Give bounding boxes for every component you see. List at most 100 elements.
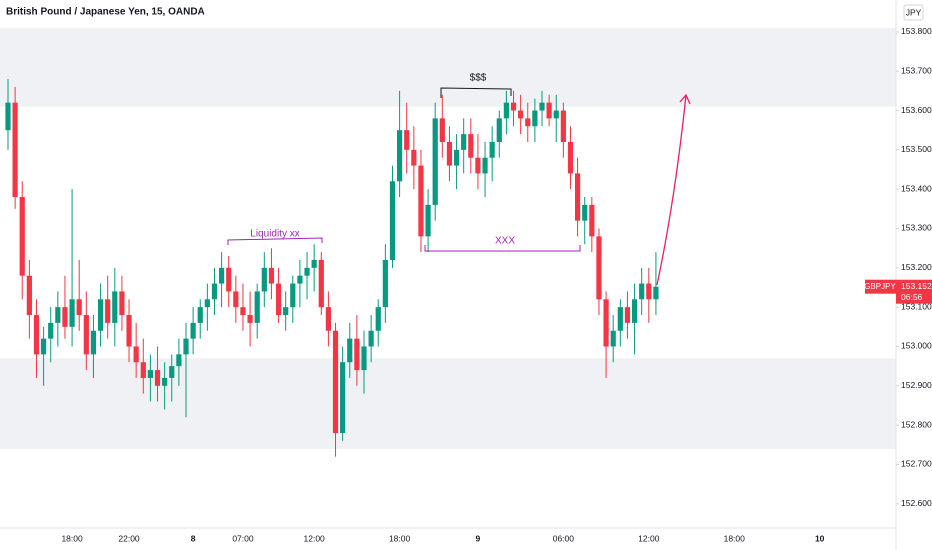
zone bbox=[0, 358, 896, 449]
candle-body bbox=[204, 299, 210, 308]
y-tick-label: 153.800 bbox=[901, 26, 932, 36]
x-tick-label: 12:00 bbox=[304, 533, 326, 543]
candle-body bbox=[525, 118, 531, 127]
x-tick-label: 9 bbox=[476, 533, 481, 543]
symbol-label: GBPJPY bbox=[864, 282, 896, 291]
candle-body bbox=[41, 338, 47, 355]
y-tick-label: 153.400 bbox=[901, 183, 932, 193]
last-price-box bbox=[865, 279, 896, 294]
candle-body bbox=[169, 366, 175, 378]
candle-body bbox=[254, 291, 260, 323]
highs-line bbox=[440, 87, 512, 98]
candle-body bbox=[425, 204, 431, 237]
lows-line bbox=[424, 245, 581, 252]
candle-body bbox=[240, 307, 246, 316]
candle-body bbox=[397, 130, 403, 182]
candle-body bbox=[532, 110, 538, 127]
candle-body bbox=[389, 181, 396, 260]
countdown-label: 06:56 bbox=[901, 292, 923, 302]
candle-body bbox=[368, 330, 374, 347]
candle-body bbox=[354, 338, 360, 371]
candle-body bbox=[453, 149, 460, 166]
candle-body bbox=[112, 291, 118, 323]
candle-body bbox=[190, 322, 196, 339]
x-tick-label: 07:00 bbox=[232, 533, 254, 543]
candle-body bbox=[510, 102, 517, 111]
candle-body bbox=[325, 307, 331, 331]
candle-body bbox=[496, 118, 502, 142]
candle-body bbox=[97, 299, 104, 331]
candle-body bbox=[62, 307, 68, 327]
candle-body bbox=[596, 236, 602, 300]
candle-body bbox=[268, 267, 275, 284]
candle-body bbox=[631, 299, 638, 323]
candle-body bbox=[304, 267, 310, 276]
candle-body bbox=[539, 102, 545, 111]
chart-title: British Pound / Japanese Yen, 15, OANDA bbox=[6, 7, 205, 18]
candle-body bbox=[219, 267, 225, 284]
x-tick-label: 10 bbox=[815, 533, 825, 543]
x-tick-label: 06:00 bbox=[553, 533, 575, 543]
annotation: Liquidity xx bbox=[250, 229, 299, 240]
candle-body bbox=[283, 307, 289, 316]
x-tick-label: 18:00 bbox=[724, 533, 746, 543]
last-price-box bbox=[896, 279, 932, 304]
x-tick-label: 18:00 bbox=[389, 533, 411, 543]
candle-body bbox=[653, 286, 659, 300]
candle-body bbox=[567, 141, 574, 174]
candle-body bbox=[560, 110, 566, 142]
candle-body bbox=[318, 259, 324, 308]
candle-body bbox=[575, 173, 581, 221]
candle-body bbox=[432, 118, 438, 205]
candle-body bbox=[140, 362, 146, 378]
candle-body bbox=[546, 102, 552, 119]
candle-body bbox=[26, 275, 32, 316]
x-tick-label: 22:00 bbox=[118, 533, 140, 543]
candle-body bbox=[518, 110, 524, 119]
candle-body bbox=[475, 157, 481, 174]
candle-body bbox=[147, 370, 153, 378]
candle-body bbox=[503, 102, 509, 119]
y-tick-label: 152.700 bbox=[901, 459, 932, 469]
currency-button[interactable] bbox=[903, 4, 924, 21]
candle-body bbox=[290, 283, 296, 308]
candle-body bbox=[154, 370, 161, 386]
candle-body bbox=[197, 307, 203, 323]
candle-body bbox=[83, 315, 89, 355]
x-tick-label: 12:00 bbox=[638, 533, 660, 543]
candle-body bbox=[489, 141, 495, 158]
y-tick-label: 153.600 bbox=[901, 105, 932, 115]
candle-body bbox=[468, 134, 474, 158]
y-tick-label: 153.100 bbox=[901, 301, 932, 311]
y-tick-label: 153.000 bbox=[901, 341, 932, 351]
candle-body bbox=[332, 330, 339, 434]
candle-body bbox=[33, 315, 40, 355]
candle-body bbox=[90, 330, 97, 355]
zone bbox=[0, 27, 896, 107]
x-tick-label: 18:00 bbox=[61, 533, 83, 543]
candle-body bbox=[446, 141, 453, 166]
x-tick-label: 8 bbox=[191, 533, 196, 543]
candle-body bbox=[439, 118, 445, 142]
candle-body bbox=[311, 259, 317, 268]
y-tick-label: 152.900 bbox=[901, 380, 932, 390]
candle-body bbox=[5, 102, 11, 131]
y-tick-label: 153.200 bbox=[901, 262, 932, 272]
candle-body bbox=[233, 291, 239, 308]
candle-body bbox=[361, 346, 367, 371]
candle-body bbox=[76, 299, 82, 316]
candle-body bbox=[347, 338, 353, 363]
candle-body bbox=[261, 267, 267, 292]
candle-body bbox=[610, 330, 616, 347]
candle-body bbox=[48, 322, 54, 339]
candle-body bbox=[126, 315, 132, 347]
last-price-label: 153.152 bbox=[901, 281, 932, 291]
candle-body bbox=[461, 134, 467, 150]
candle-body bbox=[375, 307, 381, 331]
candle-body bbox=[297, 275, 303, 284]
candle-body bbox=[582, 204, 588, 221]
candle-body bbox=[404, 130, 410, 150]
candle-body bbox=[340, 362, 346, 434]
candle-body bbox=[482, 157, 488, 174]
